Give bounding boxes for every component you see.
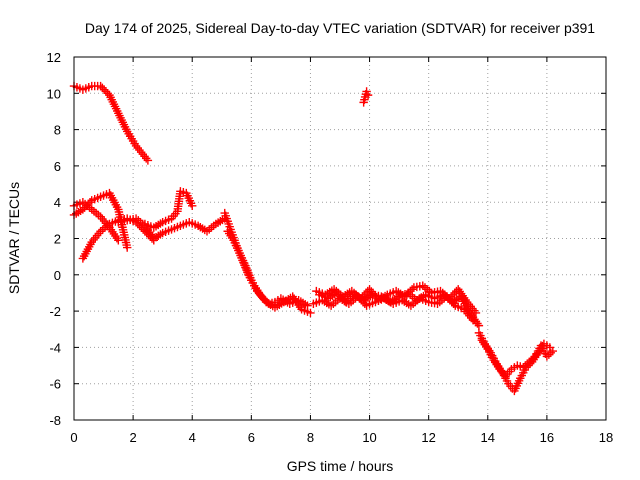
data-point bbox=[114, 236, 123, 245]
data-point bbox=[123, 243, 132, 252]
data-point bbox=[548, 346, 557, 356]
series-track-n bbox=[477, 335, 557, 381]
x-tick-label: 16 bbox=[540, 430, 554, 445]
data-point bbox=[362, 87, 371, 96]
y-tick-label: -6 bbox=[49, 377, 61, 392]
data-point bbox=[474, 321, 484, 330]
tick-label-layer: 0 2 4 6 8 10 12 14 16 18 -8 -6 -4 -2 0 2 4 6 8 10 12 bbox=[47, 50, 614, 445]
y-tick-label: 8 bbox=[54, 123, 61, 138]
x-tick-label: 6 bbox=[248, 430, 255, 445]
y-tick-label: 4 bbox=[54, 195, 61, 210]
x-axis-label: GPS time / hours bbox=[287, 458, 394, 474]
x-tick-label: 10 bbox=[362, 430, 376, 445]
y-tick-label: 12 bbox=[47, 50, 61, 65]
x-tick-label: 2 bbox=[129, 430, 136, 445]
y-axis-label: SDTVAR / TECUs bbox=[6, 182, 22, 294]
series-track-m bbox=[474, 328, 555, 396]
y-tick-label: 0 bbox=[54, 268, 61, 283]
data-point bbox=[306, 308, 315, 318]
x-tick-label: 12 bbox=[421, 430, 435, 445]
y-tick-label: 10 bbox=[47, 86, 61, 101]
series-track-i bbox=[223, 227, 312, 310]
data-point bbox=[303, 301, 312, 310]
y-tick-label: -4 bbox=[49, 340, 61, 355]
series-track-b bbox=[359, 87, 373, 107]
chart-title: Day 174 of 2025, Sidereal Day-to-day VTE… bbox=[85, 20, 595, 36]
data-point bbox=[363, 90, 373, 100]
x-tick-label: 14 bbox=[481, 430, 495, 445]
data-point bbox=[188, 201, 197, 211]
series-track-g bbox=[140, 187, 197, 232]
x-tick-label: 4 bbox=[189, 430, 196, 445]
data-point bbox=[143, 156, 153, 165]
y-tick-label: -2 bbox=[49, 304, 61, 319]
x-tick-label: 8 bbox=[307, 430, 314, 445]
series-track-a bbox=[69, 81, 153, 165]
grid-layer bbox=[74, 57, 606, 420]
x-tick-label: 18 bbox=[599, 430, 613, 445]
y-tick-label: 2 bbox=[54, 232, 61, 247]
data-layer bbox=[69, 81, 557, 396]
plot-frame bbox=[73, 56, 607, 421]
x-tick-label: 0 bbox=[70, 430, 77, 445]
series-track-l bbox=[315, 288, 484, 330]
y-tick-label: -8 bbox=[49, 413, 61, 428]
y-tick-label: 6 bbox=[54, 159, 61, 174]
